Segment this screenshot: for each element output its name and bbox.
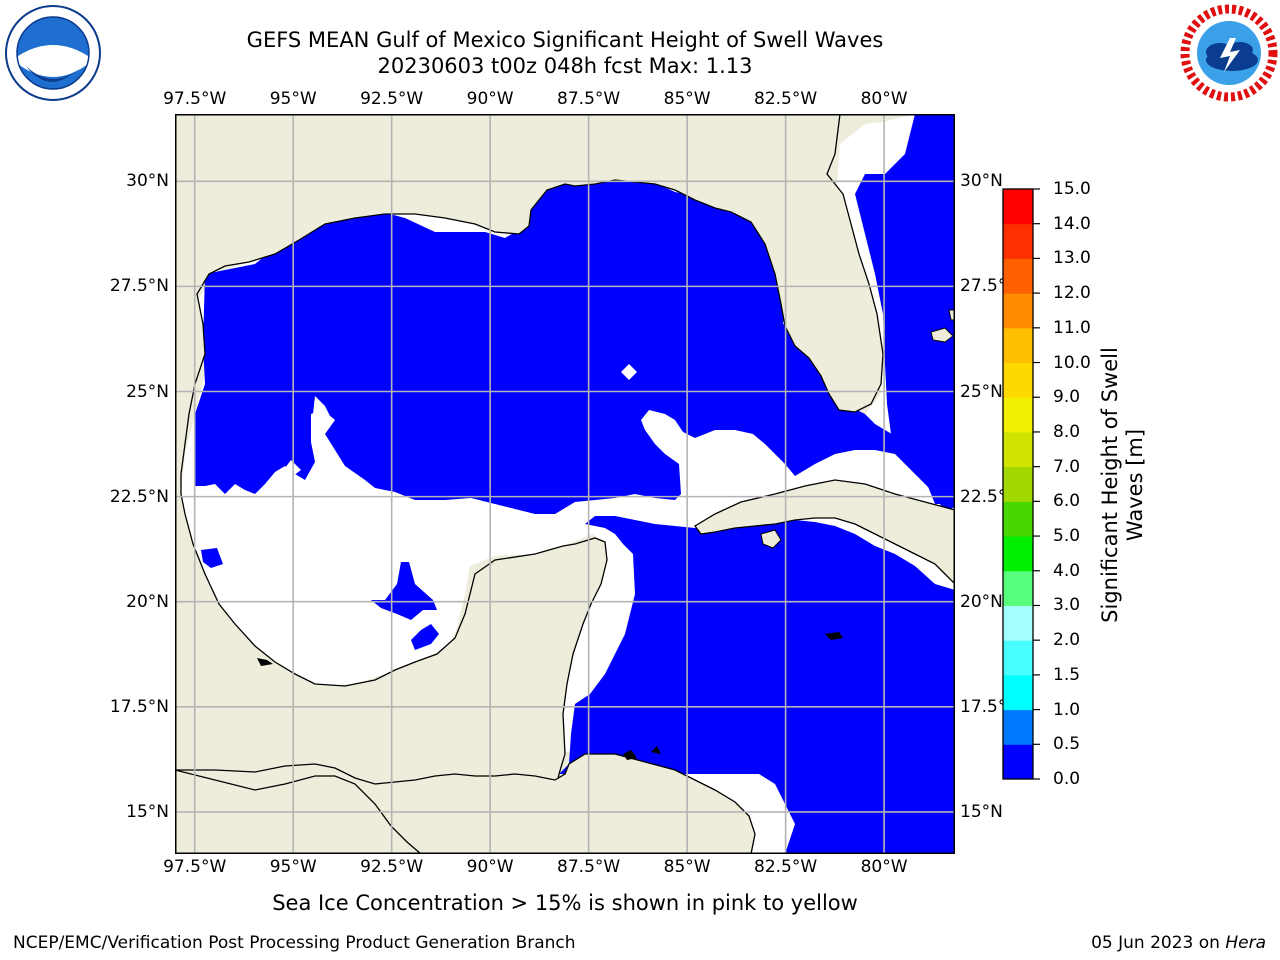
land-island bbox=[651, 746, 661, 754]
colorbar-tick-label: 11.0 bbox=[1053, 317, 1091, 338]
colorbar-cell bbox=[1003, 466, 1033, 502]
footer-branch-credit: NCEP/EMC/Verification Post Processing Pr… bbox=[13, 933, 576, 953]
land-central-america bbox=[175, 753, 756, 854]
colorbar-tick-label: 15.0 bbox=[1053, 179, 1091, 199]
lon-tick-label-bottom: 87.5°W bbox=[557, 857, 621, 877]
lon-tick-label-top: 95°W bbox=[269, 89, 317, 109]
lon-tick-label-bottom: 95°W bbox=[269, 857, 317, 877]
colorbar-tick-label: 14.0 bbox=[1053, 213, 1091, 234]
lon-tick-label-bottom: 92.5°W bbox=[360, 857, 424, 877]
colorbar-cell bbox=[1003, 258, 1033, 294]
lat-tick-label-left: 17.5°N bbox=[109, 696, 169, 717]
lat-tick-label-right: 25°N bbox=[960, 381, 1003, 402]
colorbar-tick-label: 5.0 bbox=[1053, 526, 1081, 547]
lon-tick-label-bottom: 82.5°W bbox=[754, 857, 818, 877]
lon-tick-label-top: 92.5°W bbox=[360, 89, 424, 109]
lat-tick-label-left: 25°N bbox=[126, 381, 169, 402]
sea-ice-note: Sea Ice Concentration > 15% is shown in … bbox=[272, 891, 858, 915]
colorbar-cell bbox=[1003, 605, 1033, 641]
map-border bbox=[175, 114, 955, 854]
lat-tick-label-left: 27.5°N bbox=[109, 276, 169, 297]
colorbar-tick-label: 3.0 bbox=[1053, 595, 1081, 616]
footer-date: 05 Jun 2023 on Hera bbox=[1091, 933, 1266, 953]
colorbar-tick-label: 9.0 bbox=[1053, 387, 1081, 408]
graticule bbox=[175, 114, 955, 854]
colorbar-tick-label: 0.0 bbox=[1053, 769, 1081, 789]
lon-tick-label-top: 85°W bbox=[663, 89, 711, 109]
swell-blue-patch bbox=[201, 548, 223, 568]
map-panel bbox=[175, 114, 955, 854]
lon-tick-label-top: 87.5°W bbox=[557, 89, 621, 109]
colorbar-cell bbox=[1003, 293, 1033, 329]
colorbar-cell bbox=[1003, 674, 1033, 711]
colorbar-tick-label: 8.0 bbox=[1053, 421, 1081, 442]
colorbar-tick-label: 7.0 bbox=[1053, 456, 1081, 477]
colorbar-tick-label: 6.0 bbox=[1053, 491, 1081, 512]
land-cuba bbox=[694, 479, 955, 585]
colorbar bbox=[1002, 188, 1040, 780]
lon-tick-label-top: 82.5°W bbox=[754, 89, 818, 109]
colorbar-tick-label: 4.0 bbox=[1053, 560, 1081, 581]
colorbar-title-text: Significant Height of Swell Waves [m] bbox=[1098, 347, 1147, 623]
lon-tick-label-bottom: 90°W bbox=[466, 857, 514, 877]
colorbar-cell bbox=[1003, 570, 1033, 606]
lon-tick-label-bottom: 85°W bbox=[663, 857, 711, 877]
lat-tick-label-left: 15°N bbox=[126, 801, 169, 822]
colorbar-cell bbox=[1003, 744, 1033, 780]
colorbar-tick-label: 12.0 bbox=[1053, 283, 1091, 304]
swell-white-patch bbox=[621, 364, 637, 380]
nws-logo-icon bbox=[1180, 4, 1278, 102]
land-island bbox=[825, 632, 843, 640]
map-title: GEFS MEAN Gulf of Mexico Significant Hei… bbox=[246, 28, 884, 52]
colorbar-tick-label: 1.0 bbox=[1053, 699, 1081, 720]
lon-tick-label-top: 90°W bbox=[466, 89, 514, 109]
colorbar-cell bbox=[1003, 431, 1033, 468]
colorbar-tick-label: 2.0 bbox=[1053, 630, 1081, 651]
colorbar-tick-label: 10.0 bbox=[1053, 352, 1091, 373]
swell-blue-gulf bbox=[195, 178, 955, 514]
lat-tick-label-left: 20°N bbox=[126, 591, 169, 612]
colorbar-border bbox=[1002, 188, 1034, 780]
swell-blue-patch bbox=[411, 624, 439, 650]
colorbar-cell bbox=[1003, 501, 1033, 537]
colorbar-tick-label: 1.5 bbox=[1053, 664, 1081, 685]
lat-tick-label-right: 20°N bbox=[960, 591, 1003, 612]
colorbar-cell bbox=[1003, 536, 1033, 572]
land-island bbox=[623, 750, 637, 760]
colorbar-title: Significant Height of Swell Waves [m] bbox=[1098, 330, 1148, 640]
swell-white-patch bbox=[313, 396, 333, 430]
lat-tick-label-right: 30°N bbox=[960, 171, 1003, 192]
colorbar-cell bbox=[1003, 640, 1033, 676]
swell-blue-atlantic bbox=[855, 114, 955, 504]
colorbar-cell bbox=[1003, 327, 1033, 364]
colorbar-cell bbox=[1003, 709, 1033, 745]
lon-tick-label-bottom: 97.5°W bbox=[163, 857, 227, 877]
swell-blue-patch bbox=[371, 562, 437, 620]
footer-machine-name: Hera bbox=[1225, 933, 1266, 953]
lon-tick-label-top: 97.5°W bbox=[163, 89, 227, 109]
lat-tick-label-left: 30°N bbox=[126, 171, 169, 192]
lon-tick-label-top: 80°W bbox=[860, 89, 908, 109]
land-isla-juventud bbox=[760, 529, 782, 549]
noaa-logo-icon bbox=[4, 4, 102, 102]
lat-tick-label-left: 22.5°N bbox=[109, 486, 169, 507]
land-bahamas bbox=[930, 327, 954, 343]
colorbar-cell bbox=[1003, 362, 1033, 398]
gulf-of-mexico-map bbox=[175, 114, 955, 854]
colorbar-cell bbox=[1003, 223, 1033, 259]
footer-date-text: 05 Jun 2023 on bbox=[1091, 933, 1226, 953]
colorbar-tick-label: 0.5 bbox=[1053, 734, 1081, 755]
colorbar-cell bbox=[1003, 397, 1033, 433]
map-subtitle: 20230603 t00z 048h fcst Max: 1.13 bbox=[377, 54, 753, 78]
lat-tick-label-right: 15°N bbox=[960, 801, 1003, 822]
colorbar-tick-label: 13.0 bbox=[1053, 248, 1091, 269]
land-island bbox=[257, 658, 273, 666]
colorbar-cell bbox=[1003, 189, 1033, 225]
lon-tick-label-bottom: 80°W bbox=[860, 857, 908, 877]
